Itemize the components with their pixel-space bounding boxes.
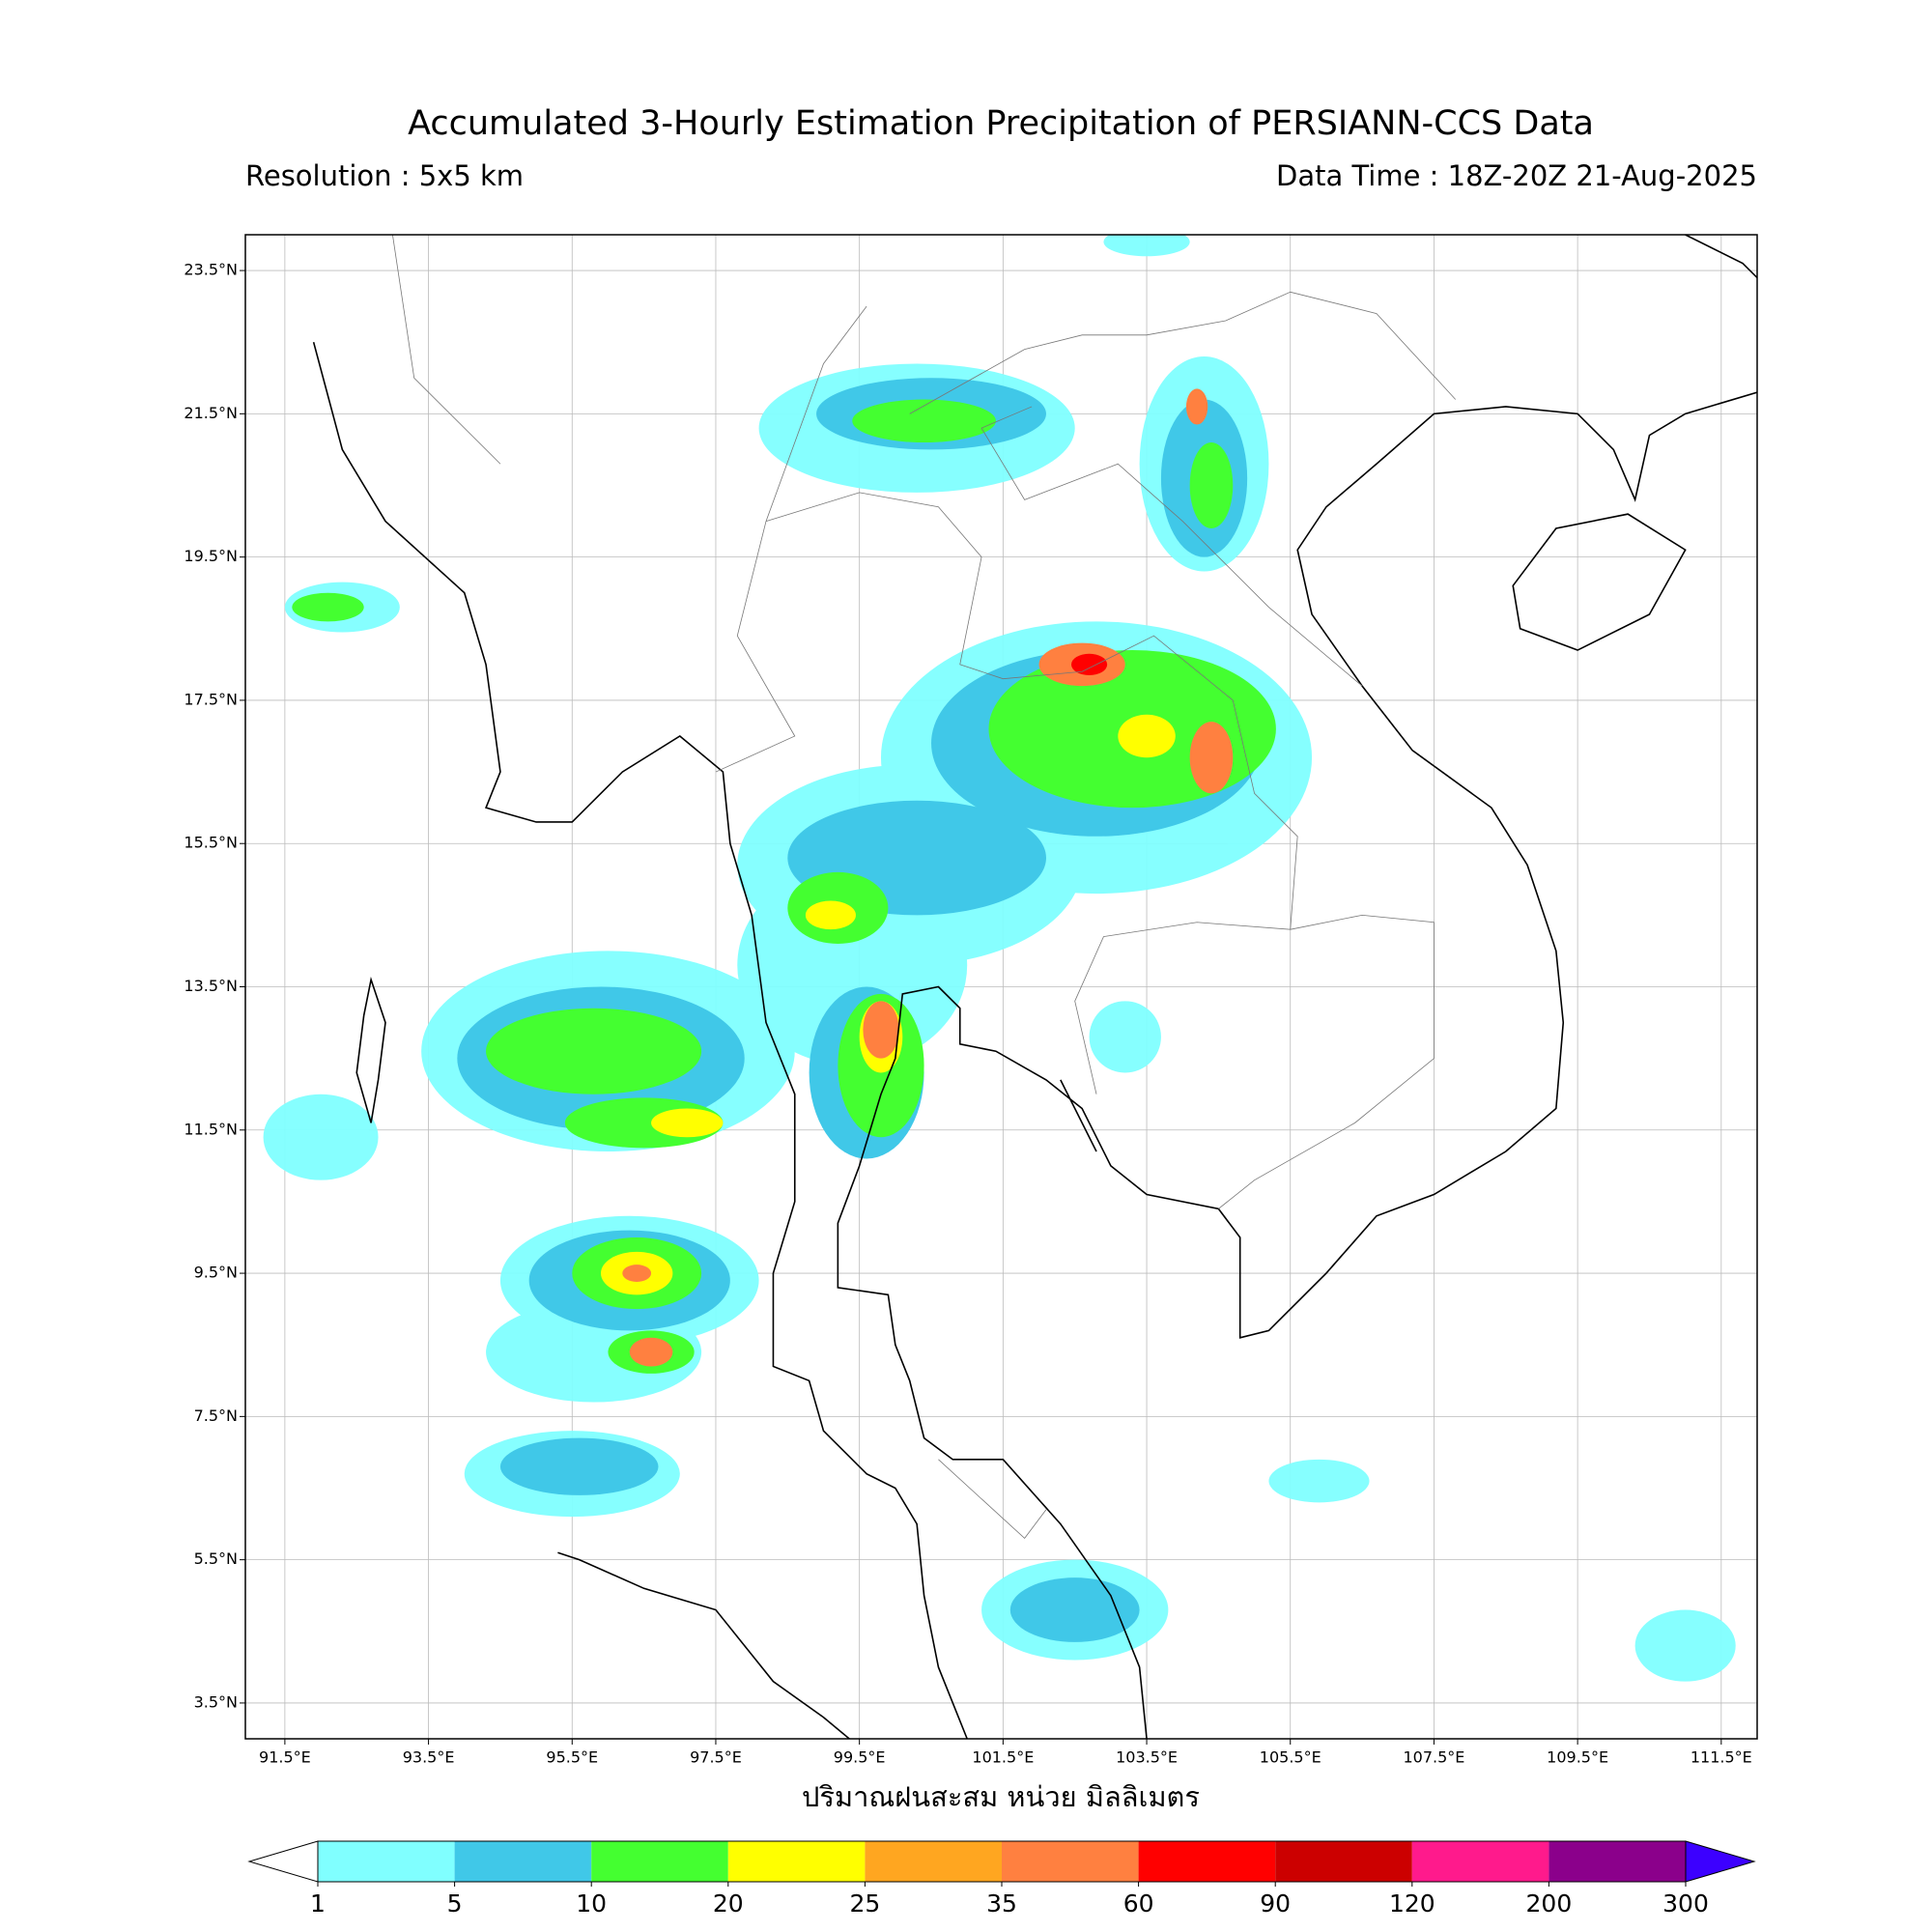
x-tick-label: 105.5°E [1260, 1748, 1321, 1767]
colorbar-label: 5 [447, 1889, 463, 1918]
colorbar-label: 25 [849, 1889, 880, 1918]
x-tick-label: 99.5°E [834, 1748, 886, 1767]
x-tick-label: 93.5°E [403, 1748, 455, 1767]
coastline [356, 980, 385, 1122]
colorbar-label: 200 [1526, 1889, 1573, 1918]
y-tick-label: 3.5°N [194, 1692, 238, 1711]
colorbar-box [1002, 1841, 1139, 1882]
x-axis-label: ปริมาณฝนสะสม หน่วย มิลลิเมตร [802, 1780, 1200, 1813]
x-tick-label: 107.5°E [1403, 1748, 1464, 1767]
colorbar-label: 35 [986, 1889, 1017, 1918]
colorbar-label: 300 [1662, 1889, 1709, 1918]
colorbar-box [865, 1841, 1002, 1882]
colorbar-box [318, 1841, 455, 1882]
colorbar-box [591, 1841, 728, 1882]
x-tick-label: 95.5°E [546, 1748, 598, 1767]
y-tick-label: 15.5°N [184, 834, 238, 852]
border [392, 235, 1455, 1538]
y-tick-label: 11.5°N [184, 1120, 238, 1138]
x-tick-label: 101.5°E [972, 1748, 1034, 1767]
colorbar-label: 90 [1260, 1889, 1291, 1918]
x-tick-label: 111.5°E [1690, 1748, 1752, 1767]
colorbar-box [727, 1841, 866, 1882]
colorbar-label: 1 [310, 1889, 326, 1918]
y-tick-label: 21.5°N [184, 404, 238, 422]
colorbar-label: 60 [1123, 1889, 1154, 1918]
coastline [1061, 235, 1757, 1151]
x-tick-label: 109.5°E [1547, 1748, 1608, 1767]
x-tick-label: 103.5°E [1116, 1748, 1178, 1767]
subtitle-left: Resolution : 5x5 km [245, 159, 524, 192]
coastline [838, 392, 1757, 1739]
subtitle-right: Data Time : 18Z-20Z 21-Aug-2025 [1276, 159, 1757, 192]
colorbar-box [1138, 1841, 1276, 1882]
colorbar-over [1685, 1840, 1756, 1883]
y-tick-label: 23.5°N [184, 261, 238, 279]
y-tick-label: 17.5°N [184, 690, 238, 708]
rain-red [1070, 653, 1108, 675]
colorbar-under [247, 1840, 319, 1883]
y-tick-label: 13.5°N [184, 977, 238, 995]
colorbar-label: 20 [713, 1889, 744, 1918]
x-tick-label: 91.5°E [259, 1748, 311, 1767]
coastline [557, 1552, 867, 1753]
coastline [1513, 514, 1685, 650]
coastline [314, 342, 968, 1739]
x-tick-label: 97.5°E [690, 1748, 742, 1767]
rain-orange [622, 388, 1234, 1367]
y-tick-label: 7.5°N [194, 1406, 238, 1425]
rain-cyan [263, 235, 1736, 1682]
y-tick-label: 5.5°N [194, 1549, 238, 1568]
colorbar-box [1411, 1841, 1549, 1882]
colorbar-label: 120 [1389, 1889, 1435, 1918]
colorbar-box [1275, 1841, 1412, 1882]
y-tick-label: 9.5°N [194, 1264, 238, 1282]
colorbar-label: 10 [576, 1889, 607, 1918]
colorbar-box [1548, 1841, 1686, 1882]
geo-layer [263, 235, 1757, 1753]
y-tick-label: 19.5°N [184, 547, 238, 565]
map-area [245, 235, 1757, 1753]
colorbar-box [454, 1841, 592, 1882]
title: Accumulated 3-Hourly Estimation Precipit… [408, 104, 1594, 143]
